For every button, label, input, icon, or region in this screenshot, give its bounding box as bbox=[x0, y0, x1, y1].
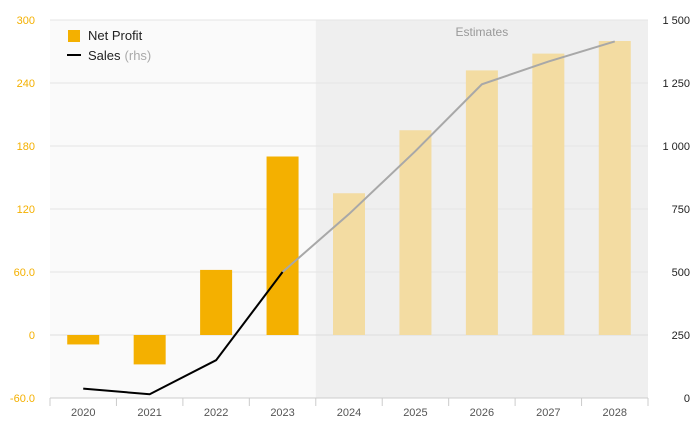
bar-net-profit-2020 bbox=[67, 335, 100, 345]
x-tick-label: 2022 bbox=[204, 407, 228, 419]
x-tick-label: 2027 bbox=[536, 407, 560, 419]
right-tick-label: 1 500 bbox=[662, 15, 690, 27]
bar-net-profit-2023 bbox=[266, 156, 299, 335]
right-tick-label: 0 bbox=[684, 393, 690, 405]
left-axis: -60.0 0 60.0 120 180 240 300 bbox=[10, 15, 35, 405]
sales-line-actual bbox=[83, 271, 284, 396]
left-tick-label: 300 bbox=[17, 15, 35, 27]
left-tick-label: -60.0 bbox=[10, 393, 35, 405]
legend-sales-label: Sales (rhs) bbox=[88, 48, 151, 63]
right-tick-label: 500 bbox=[672, 267, 690, 279]
legend-sales-name: Sales bbox=[88, 48, 121, 63]
left-tick-label: 180 bbox=[17, 141, 35, 153]
x-tick-label: 2026 bbox=[470, 407, 494, 419]
left-tick-label: 0 bbox=[29, 330, 35, 342]
legend-net-profit-swatch bbox=[68, 30, 80, 42]
right-tick-label: 750 bbox=[672, 204, 690, 216]
bar-net-profit-2028 bbox=[598, 41, 631, 335]
x-tick-label: 2028 bbox=[603, 407, 627, 419]
right-axis: 0 250 500 750 1 000 1 250 1 500 bbox=[662, 15, 690, 405]
sales-line-group bbox=[83, 40, 616, 396]
bar-net-profit-2022 bbox=[200, 269, 233, 335]
right-tick-label: 1 000 bbox=[662, 141, 690, 153]
bar-net-profit-2024 bbox=[333, 193, 365, 335]
right-tick-label: 1 250 bbox=[662, 78, 690, 90]
left-tick-label: 240 bbox=[17, 78, 35, 90]
x-tick-label: 2024 bbox=[337, 407, 361, 419]
sales-line-estimates bbox=[281, 40, 616, 273]
estimates-label: Estimates bbox=[456, 25, 509, 39]
x-tick-label: 2023 bbox=[270, 407, 294, 419]
bars bbox=[67, 41, 631, 365]
x-tick-label: 2021 bbox=[137, 407, 161, 419]
legend-net-profit-label: Net Profit bbox=[88, 28, 143, 43]
bar-net-profit-2025 bbox=[399, 130, 432, 335]
bar-net-profit-2021 bbox=[133, 335, 166, 365]
legend: Net Profit Sales (rhs) bbox=[67, 28, 151, 63]
bar-net-profit-2026 bbox=[465, 70, 498, 336]
bar-net-profit-2027 bbox=[532, 53, 565, 335]
x-tick-label: 2020 bbox=[71, 407, 95, 419]
left-tick-label: 120 bbox=[17, 204, 35, 216]
x-tick-label: 2025 bbox=[403, 407, 427, 419]
x-axis: 2020 2021 2022 2023 2024 2025 2026 2027 2028 bbox=[49, 397, 649, 419]
right-tick-label: 250 bbox=[672, 330, 690, 342]
legend-sales-rhs: (rhs) bbox=[125, 48, 152, 63]
left-tick-label: 60.0 bbox=[14, 267, 35, 279]
